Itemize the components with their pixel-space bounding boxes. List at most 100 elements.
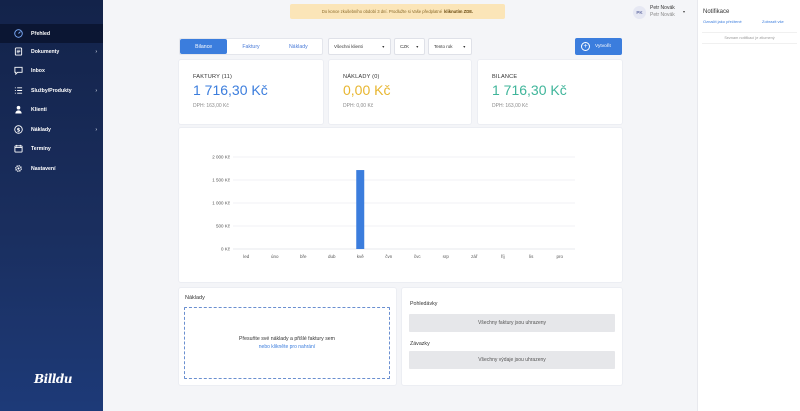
create-button-label: Vytvořit bbox=[595, 44, 611, 49]
x-tick-label: pro bbox=[556, 254, 563, 259]
user-name[interactable]: Petr Novák bbox=[650, 5, 675, 11]
invoices-card[interactable]: FAKTURY (11) 1 716,30 Kč DPH: 163,00 Kč bbox=[179, 60, 323, 124]
x-tick-label: kvě bbox=[357, 254, 365, 259]
sidebar-item-label: Dokumenty bbox=[31, 48, 60, 55]
sidebar: Přehled Dokumenty › Inbox Služby/Produkt… bbox=[0, 0, 103, 411]
caret-down-icon: ▼ bbox=[462, 44, 466, 49]
plus-icon: + bbox=[581, 42, 590, 51]
x-tick-label: čvc bbox=[414, 254, 422, 259]
y-tick-label: 500 Kč bbox=[216, 224, 231, 229]
chevron-right-icon: › bbox=[95, 87, 97, 94]
sidebar-item-dokumenty[interactable]: Dokumenty › bbox=[0, 42, 103, 61]
costs-vat: DPH: 0,00 Kč bbox=[343, 103, 374, 109]
x-tick-label: led bbox=[243, 254, 250, 259]
tab-bilance[interactable]: Bilance bbox=[180, 39, 228, 54]
trial-banner: Do konce zkušebního období 3 dní. Prodlu… bbox=[290, 4, 505, 19]
costs-upload-title: Náklady bbox=[185, 295, 205, 301]
notifications-panel: Notifikace Označit jako přečtené Zobrazi… bbox=[697, 0, 800, 411]
y-tick-label: 0 Kč bbox=[221, 247, 231, 252]
sidebar-item-label: Termíny bbox=[31, 145, 51, 152]
avatar[interactable]: PK bbox=[633, 6, 646, 19]
chevron-right-icon: › bbox=[95, 48, 97, 55]
costs-dropzone[interactable]: Přesuňte své náklady a přišlé faktury se… bbox=[184, 307, 390, 379]
sidebar-item-sluzby[interactable]: Služby/Produkty › bbox=[0, 81, 103, 100]
period-select[interactable]: Tento rok ▼ bbox=[428, 38, 472, 55]
payables-status: Všechny výdaje jsou uhrazeny bbox=[409, 351, 615, 369]
y-tick-label: 2 000 Kč bbox=[212, 155, 231, 160]
dropzone-text: Přesuňte své náklady a přišlé faktury se… bbox=[238, 336, 335, 342]
costs-value: 0,00 Kč bbox=[343, 82, 391, 98]
invoices-vat: DPH: 163,00 Kč bbox=[193, 103, 229, 109]
trial-banner-link[interactable]: kliknutím ZDE. bbox=[444, 9, 474, 14]
x-tick-label: úno bbox=[271, 254, 279, 259]
balance-value: 1 716,30 Kč bbox=[492, 82, 567, 98]
balance-card[interactable]: BILANCE 1 716,30 Kč DPH: 163,00 Kč bbox=[478, 60, 622, 124]
svg-text:$: $ bbox=[17, 127, 21, 133]
invoices-label: FAKTURY (11) bbox=[193, 74, 233, 80]
notifications-title: Notifikace bbox=[703, 9, 730, 15]
mark-read-link[interactable]: Označit jako přečtené bbox=[703, 19, 742, 24]
receivables-payables-card: Pohledávky Všechny faktury jsou uhrazeny… bbox=[402, 288, 622, 385]
caret-down-icon: ▼ bbox=[415, 44, 419, 49]
list-icon bbox=[14, 86, 23, 95]
user-icon bbox=[14, 105, 23, 114]
sidebar-item-prehled[interactable]: Přehled bbox=[0, 24, 103, 43]
currency-value: CZK bbox=[400, 44, 409, 49]
notifications-empty: Seznam notifikací je ztlumený bbox=[702, 32, 797, 44]
sidebar-item-label: Nastavení bbox=[31, 165, 56, 172]
sidebar-item-label: Přehled bbox=[31, 30, 51, 37]
gear-icon bbox=[14, 164, 23, 173]
logo: Billdu bbox=[34, 372, 72, 386]
x-tick-label: bře bbox=[300, 254, 307, 259]
sidebar-item-inbox[interactable]: Inbox bbox=[0, 61, 103, 80]
sidebar-item-nastaveni[interactable]: Nastavení bbox=[0, 159, 103, 178]
view-tabs: Bilance Faktury Náklady bbox=[179, 38, 323, 55]
invoices-value: 1 716,30 Kč bbox=[193, 82, 268, 98]
create-button[interactable]: + Vytvořit bbox=[575, 38, 622, 55]
y-tick-label: 1 000 Kč bbox=[212, 201, 231, 206]
x-tick-label: dub bbox=[328, 254, 336, 259]
client-filter-select[interactable]: Všechni klienti ▼ bbox=[328, 38, 391, 55]
x-tick-label: čvn bbox=[385, 254, 393, 259]
x-tick-label: zář bbox=[471, 254, 478, 259]
caret-down-icon: ▼ bbox=[381, 44, 385, 49]
receivables-title: Pohledávky bbox=[410, 301, 438, 307]
x-tick-label: srp bbox=[443, 254, 450, 259]
calendar-icon bbox=[14, 144, 23, 153]
sidebar-item-naklady[interactable]: $ Náklady › bbox=[0, 120, 103, 139]
sidebar-item-label: Inbox bbox=[31, 67, 45, 74]
payables-title: Závazky bbox=[410, 341, 430, 347]
dashboard-icon bbox=[14, 29, 23, 38]
trial-banner-text: Do konce zkušebního období 3 dní. Prodlu… bbox=[321, 9, 443, 14]
upload-link[interactable]: nebo klikněte pro nahrání bbox=[258, 344, 316, 350]
user-company: Petr Novák bbox=[650, 12, 675, 18]
tab-faktury[interactable]: Faktury bbox=[242, 43, 260, 50]
chevron-right-icon: › bbox=[95, 126, 97, 133]
currency-select[interactable]: CZK ▼ bbox=[394, 38, 425, 55]
sidebar-item-label: Klienti bbox=[31, 106, 47, 113]
inbox-icon bbox=[14, 66, 23, 75]
sidebar-item-label: Náklady bbox=[31, 126, 51, 133]
sidebar-item-label: Služby/Produkty bbox=[31, 87, 72, 94]
show-all-link[interactable]: Zobrazit vše bbox=[762, 19, 784, 24]
balance-vat: DPH: 163,00 Kč bbox=[492, 103, 528, 109]
costs-upload-card: Náklady Přesuňte své náklady a přišlé fa… bbox=[179, 288, 396, 385]
bar-kvě[interactable] bbox=[356, 170, 365, 249]
tab-naklady[interactable]: Náklady bbox=[288, 43, 308, 50]
sidebar-item-terminy[interactable]: Termíny bbox=[0, 139, 103, 158]
x-tick-label: lis bbox=[529, 254, 534, 259]
client-filter-value: Všechni klienti bbox=[334, 44, 363, 49]
chevron-down-icon[interactable]: ▾ bbox=[683, 9, 686, 14]
costs-card[interactable]: NÁKLADY (0) 0,00 Kč DPH: 0,00 Kč bbox=[329, 60, 471, 124]
period-value: Tento rok bbox=[434, 44, 453, 49]
balance-label: BILANCE bbox=[492, 74, 518, 80]
y-tick-label: 1 500 Kč bbox=[212, 178, 231, 183]
balance-chart-card: 0 Kč 500 Kč 1 000 Kč 1 500 Kč 2 000 Kč led úno… bbox=[179, 128, 622, 282]
costs-label: NÁKLADY (0) bbox=[343, 74, 380, 80]
x-tick-label: říj bbox=[501, 254, 505, 259]
balance-chart: 0 Kč 500 Kč 1 000 Kč 1 500 Kč 2 000 Kč led úno… bbox=[212, 155, 575, 259]
dollar-icon: $ bbox=[14, 125, 23, 134]
receivables-status: Všechny faktury jsou uhrazeny bbox=[409, 314, 615, 332]
sidebar-item-klienti[interactable]: Klienti bbox=[0, 100, 103, 119]
document-icon bbox=[14, 47, 23, 56]
